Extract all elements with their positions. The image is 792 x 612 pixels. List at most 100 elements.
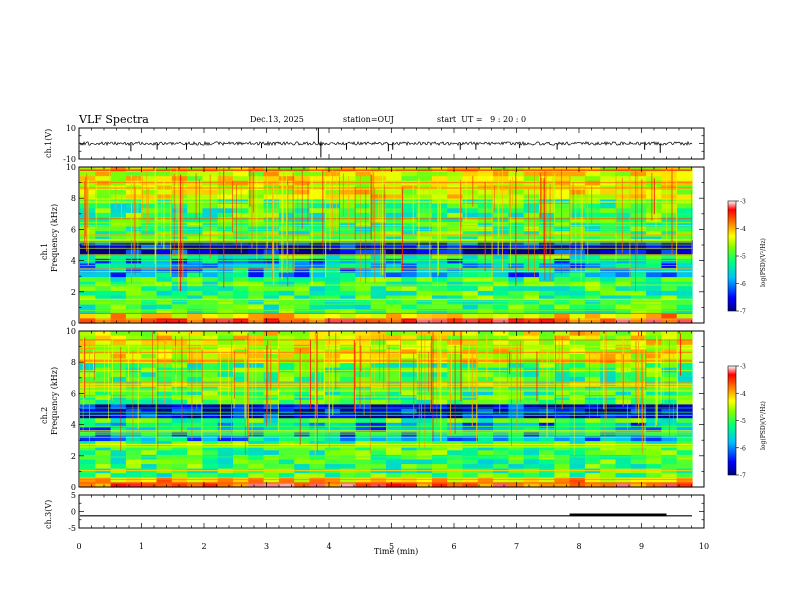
- ch1-spectrogram-cell: [630, 300, 647, 306]
- ch2-spectrogram-cell: [340, 353, 356, 360]
- ch1-spectrogram-cell: [324, 249, 341, 255]
- ch1-spectrogram-cell: [401, 249, 418, 255]
- ch1-spectrogram-cell: [523, 263, 540, 269]
- ch1-spectrogram-cell: [263, 203, 280, 209]
- ch1-spectrogram-ytick-label: 6: [71, 225, 76, 234]
- ch1-spectrogram-cell: [554, 309, 571, 315]
- ch2-spectrogram-cell: [141, 418, 158, 424]
- ch1-spectrogram-cell: [187, 281, 203, 287]
- ch1-spectrogram-cell: [263, 180, 280, 186]
- ch1-spectrogram-cell: [355, 300, 372, 306]
- ch1-spectrogram-cell: [661, 212, 678, 219]
- ch2-spectrogram-cell: [263, 404, 280, 410]
- ch1-spectrogram-cell: [263, 281, 280, 287]
- ch1-spectrogram-cell: [95, 272, 112, 278]
- ch1-spectrogram-cell: [431, 277, 448, 283]
- ch2-spectrogram-cell: [431, 436, 448, 442]
- ch1-spectrogram-cell: [447, 267, 464, 274]
- ch1-spectrogram-cell: [141, 313, 158, 319]
- ch1-spectrogram-cell: [447, 258, 464, 264]
- ch1-spectrogram-cell: [416, 304, 433, 310]
- ch1-spectrogram-cell: [462, 171, 479, 177]
- ch2-spectrogram-cell: [309, 473, 326, 479]
- ch1-spectrogram-cell: [324, 245, 341, 251]
- ch1-spectrogram-cell: [584, 309, 601, 315]
- ch2-spectrogram-cell: [202, 422, 219, 428]
- ch1-spectrogram-cell: [584, 300, 601, 306]
- ch2-spectrogram-cell: [416, 459, 433, 465]
- ch1-spectrogram-cell: [615, 281, 632, 287]
- ch1-spectrogram-cell: [324, 263, 341, 269]
- ch2-spectrogram-cell: [202, 409, 219, 415]
- ch2-spectrogram-cell: [156, 459, 173, 465]
- ch2-spectrogram-cell: [187, 473, 203, 479]
- x-tick-label: 2: [201, 542, 206, 551]
- ch2-spectrogram-cell: [340, 376, 356, 383]
- ch1-spectrogram-cell: [171, 281, 188, 287]
- ch2-spectrogram-cell: [431, 331, 448, 337]
- ch2-spectrogram-cell: [493, 473, 509, 479]
- ch2-spectrogram-cell: [263, 422, 280, 428]
- ch2-spectrogram-cell: [477, 376, 494, 383]
- ch2-spectrogram-cell: [508, 473, 525, 479]
- ch1-spectrogram-cell: [493, 171, 509, 177]
- ch2-spectrogram-cell: [340, 473, 356, 479]
- ch1-spectrogram-cell: [676, 194, 693, 200]
- ch1-spectrogram-cell: [95, 309, 112, 315]
- ch1-spectrogram-cell: [646, 313, 662, 319]
- ch2-spectrogram-cell: [493, 459, 509, 465]
- ch2-spectrogram-cell: [584, 422, 601, 428]
- ch1-spectrogram-cell: [569, 304, 586, 310]
- ch2-spectrogram-cell: [202, 482, 219, 488]
- ch1-spectrogram-cell: [187, 180, 203, 186]
- ch1-spectrogram-cell: [110, 254, 127, 260]
- ch1-spectrogram-cell: [569, 258, 586, 264]
- ch1-spectrogram-cell: [477, 313, 494, 319]
- ch1-spectrogram-cell: [141, 295, 158, 301]
- ch1-spectrogram-cell: [447, 176, 464, 182]
- ch1-spectrogram-cell: [676, 245, 693, 251]
- ch2-spectrogram-cell: [416, 450, 433, 456]
- ch2-spectrogram-cell: [95, 395, 112, 401]
- ch1-spectrogram-cell: [278, 313, 295, 319]
- ch1-spectrogram-cell: [539, 245, 555, 251]
- ch2-spectrogram-cell: [676, 450, 693, 456]
- ch2-spectrogram-cell: [676, 441, 693, 447]
- ch2-spectrogram-cell: [584, 482, 601, 488]
- ch2-spectrogram-cell: [554, 445, 571, 451]
- ch2-spectrogram-cell: [401, 468, 418, 474]
- ch1-spectrogram-cell: [661, 235, 678, 241]
- ch2-spectrogram-cell: [309, 482, 326, 488]
- ch1-spectrogram-cell: [141, 249, 158, 255]
- ch1-spectrogram-cell: [676, 313, 693, 319]
- ch1-spectrogram-cell: [477, 176, 494, 182]
- ch1-spectrogram-cell: [523, 254, 540, 260]
- ch1-spectrogram-cell: [187, 277, 203, 283]
- ch2-spectrogram-cell: [171, 395, 188, 401]
- ch1-spectrogram-cell: [630, 277, 647, 283]
- ch1-spectrogram-cell: [539, 313, 555, 319]
- ch1-spectrogram-cell: [584, 231, 601, 237]
- ch2-spectrogram-cell: [217, 331, 234, 337]
- ch2-spectrogram-cell: [80, 331, 96, 337]
- ch2-spectrogram-cell: [355, 422, 372, 428]
- ch1-spectrogram-cell: [110, 309, 127, 315]
- ch2-spectrogram-cell: [125, 395, 142, 401]
- ch2-spectrogram-cell: [370, 427, 387, 433]
- ch1-spectrogram-colorbar-tick-label: -4: [740, 226, 746, 233]
- ch2-spectrogram-cell: [523, 331, 540, 337]
- ch2-spectrogram-cell: [278, 441, 295, 447]
- ch2-spectrogram-cell: [278, 409, 295, 415]
- ch2-spectrogram-cell: [370, 436, 387, 442]
- ch1-spectrogram-cell: [447, 231, 464, 237]
- ch2-spectrogram-cell: [156, 331, 173, 337]
- ch1-spectrogram-cell: [508, 286, 525, 292]
- ch2-spectrogram-cell: [600, 459, 617, 465]
- ch2-spectrogram-cell: [187, 404, 203, 410]
- ch2-spectrogram-cell: [110, 331, 127, 337]
- ch1-spectrogram-cell: [462, 267, 479, 274]
- ch2-spectrogram-cell: [646, 459, 662, 465]
- ch2-spectrogram-cell: [554, 418, 571, 424]
- ch1-spectrogram-cell: [431, 300, 448, 306]
- ch1-spectrogram-cell: [416, 222, 433, 228]
